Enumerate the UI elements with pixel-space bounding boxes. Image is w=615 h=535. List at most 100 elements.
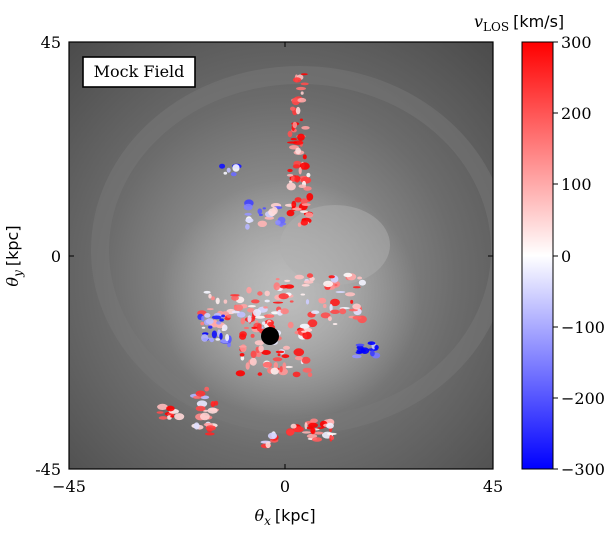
gas-blob <box>284 365 293 369</box>
gas-blob <box>284 284 295 289</box>
y-axis-label: θy[kpc] <box>3 225 25 286</box>
gas-blob <box>245 218 254 223</box>
axis-ticks <box>68 41 494 470</box>
gas-blob <box>166 405 175 412</box>
gas-blob <box>306 273 314 278</box>
gas-blob <box>301 356 311 364</box>
gas-blob <box>281 354 290 359</box>
gas-blob <box>320 312 331 319</box>
colorbar-tick: −300 <box>561 460 605 479</box>
gas-blob <box>279 366 283 373</box>
gas-blob <box>264 299 270 303</box>
gas-blob <box>239 353 245 357</box>
gas-blob <box>308 422 318 428</box>
gas-blob <box>195 405 206 412</box>
gas-blob <box>209 337 215 343</box>
gas-blob <box>311 437 323 442</box>
gas-blob <box>255 315 265 319</box>
gas-blob <box>226 314 232 318</box>
gas-blob <box>357 276 363 280</box>
gas-blob <box>240 317 245 325</box>
gas-blob <box>275 220 281 225</box>
gas-blob <box>192 395 202 399</box>
gas-blob <box>275 278 280 281</box>
colorbar: 300 200 100 0 −100 −200 −300 vLOS [km/s] <box>474 12 605 479</box>
gas-blob <box>352 303 361 310</box>
gas-blob <box>247 315 252 323</box>
gas-blob <box>275 350 285 354</box>
gas-blob <box>286 182 296 191</box>
gas-blob <box>294 175 301 183</box>
gas-blob <box>326 422 334 429</box>
gas-blob <box>290 106 296 111</box>
gas-blob <box>300 293 306 296</box>
gas-blob <box>282 362 287 370</box>
gas-blob <box>294 197 302 203</box>
gas-blob <box>262 361 273 368</box>
gas-blob <box>215 338 221 341</box>
gas-blob <box>265 441 271 449</box>
gas-blob <box>219 332 223 340</box>
gas-blob <box>244 212 252 216</box>
gas-blob <box>243 326 250 330</box>
gas-blob <box>334 283 338 287</box>
gas-blob <box>358 279 366 286</box>
gas-blob <box>208 325 213 329</box>
central-source <box>261 327 279 345</box>
gas-blob <box>263 314 275 318</box>
gas-blob <box>206 308 214 311</box>
gas-blob <box>290 423 297 429</box>
gas-blob <box>302 431 311 434</box>
gas-blob <box>307 372 313 378</box>
gas-blob <box>288 180 293 184</box>
gas-blob <box>299 162 310 170</box>
gas-blob <box>204 313 211 318</box>
gas-blob <box>329 304 333 312</box>
gas-blob <box>251 326 258 329</box>
gas-blob <box>286 174 294 177</box>
gas-blob <box>299 323 310 329</box>
gas-blob <box>264 216 275 220</box>
gas-blob <box>327 316 332 322</box>
gas-blob <box>311 310 320 315</box>
gas-blob <box>292 164 301 169</box>
gas-blob <box>302 367 312 373</box>
gas-blob <box>343 272 353 278</box>
gas-blob <box>201 326 206 329</box>
gas-blob <box>352 286 361 289</box>
gas-blob <box>301 126 310 130</box>
gas-blob <box>271 206 278 215</box>
gas-blob <box>221 324 228 332</box>
gas-blob <box>300 73 308 76</box>
y-tick-bottom: -45 <box>35 460 61 479</box>
colorbar-tick: −200 <box>561 389 605 408</box>
gas-blob <box>292 121 298 129</box>
gas-blob <box>232 164 240 172</box>
gas-blob <box>330 298 340 307</box>
gas-blob <box>219 163 226 169</box>
gas-blob <box>305 299 310 305</box>
gas-blob <box>231 310 240 314</box>
gas-blob <box>302 331 312 340</box>
gas-blob <box>326 432 337 436</box>
gas-blob <box>253 309 262 317</box>
gas-blob <box>289 300 294 303</box>
gas-blob <box>201 315 205 322</box>
gas-blob <box>278 293 289 300</box>
gas-blob <box>273 282 281 291</box>
gas-blob <box>257 291 263 296</box>
gas-blob <box>302 154 307 160</box>
gas-blob <box>287 321 294 329</box>
gas-blob <box>205 425 216 431</box>
gas-blob <box>323 303 327 309</box>
gas-blob <box>238 345 247 348</box>
gas-blob <box>270 367 279 375</box>
gas-blob <box>280 308 289 315</box>
gas-blob <box>204 386 210 392</box>
gas-blob <box>211 315 222 320</box>
gas-blob <box>291 200 297 209</box>
gas-blob <box>328 275 335 279</box>
gas-blob <box>303 280 314 284</box>
gas-blob <box>210 296 215 301</box>
gas-blob <box>225 334 230 342</box>
